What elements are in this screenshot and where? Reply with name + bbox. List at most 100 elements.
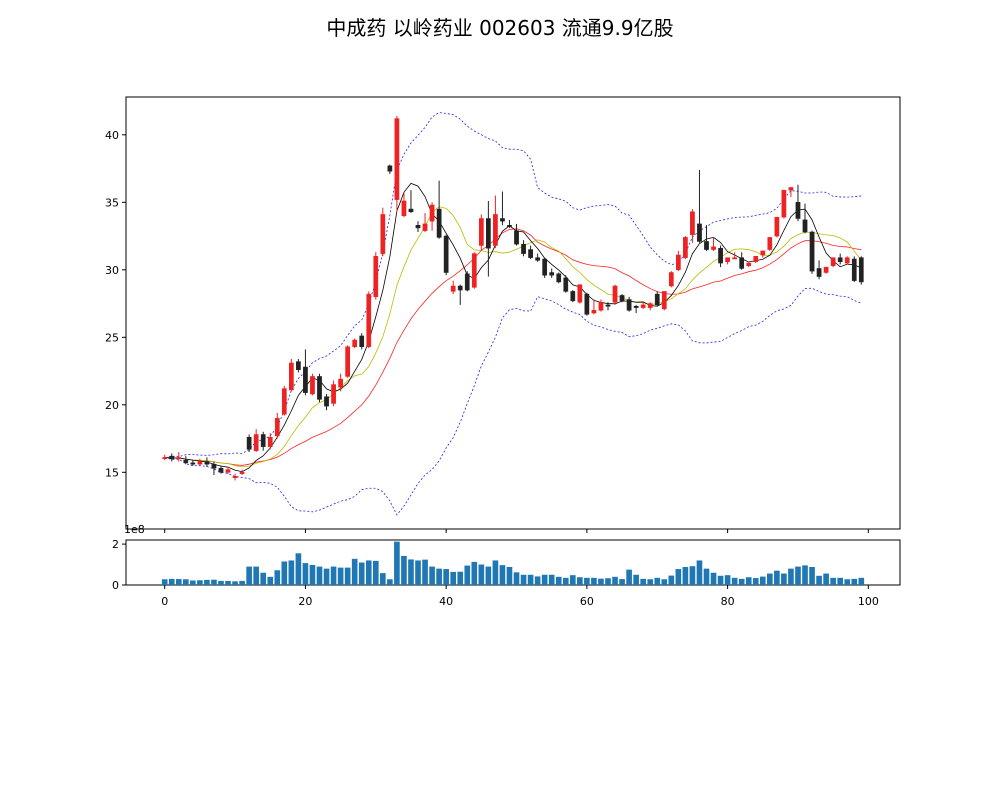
candle-body (809, 231, 815, 272)
price-panel: 15 20 25 30 35 40 (105, 96, 901, 530)
volume-bar (365, 560, 372, 585)
volume-bar (534, 576, 541, 585)
volume-bar (520, 574, 527, 585)
volume-bar (654, 577, 661, 585)
x-tick-label: 100 (858, 595, 879, 608)
volume-bar (738, 578, 745, 585)
volume-bar (612, 576, 618, 585)
volume-tick-label: 0 (112, 579, 119, 592)
candle-body (542, 258, 548, 276)
volume-bar (767, 573, 773, 585)
candle-body (380, 214, 386, 254)
volume-bar (464, 565, 471, 585)
candle-body (338, 378, 343, 388)
price-tick-label: 15 (105, 466, 119, 479)
volume-bar (197, 580, 203, 585)
candle-body (162, 457, 168, 460)
candle-body (204, 461, 210, 465)
volume-bar (415, 560, 421, 585)
candle-body (584, 293, 590, 315)
volume-bar (288, 560, 295, 585)
candle-body (514, 230, 519, 245)
volume-bar (478, 564, 485, 585)
candle-body (591, 310, 597, 314)
volume-bar (527, 574, 534, 585)
candle-body (169, 455, 175, 460)
volume-bar (225, 580, 231, 585)
volume-bar (724, 575, 731, 585)
candle-body (711, 246, 716, 250)
candle-body (331, 384, 336, 404)
volume-bar (640, 578, 646, 585)
volume-bar (161, 579, 168, 585)
candle-body (774, 216, 780, 237)
candle-body (324, 396, 329, 407)
price-tick-label: 25 (105, 331, 119, 344)
volume-bar (204, 579, 210, 585)
candle-body (303, 366, 308, 393)
volume-bar (858, 577, 865, 585)
volume-bar (253, 566, 259, 585)
volume-bar (218, 580, 224, 585)
ma20-line (164, 228, 862, 466)
candle-body (471, 253, 477, 288)
price-tick-label: 35 (105, 196, 119, 209)
volume-bar (408, 559, 414, 585)
volume-bar (668, 575, 675, 585)
candle-body (528, 249, 533, 258)
candle-body (563, 277, 569, 292)
volume-bar (541, 574, 548, 585)
price-plot-frame (125, 96, 901, 530)
volume-bar (752, 578, 759, 585)
chart-title: 中成药 以岭药业 002603 流通9.9亿股 (326, 16, 674, 40)
volume-bar (302, 563, 309, 585)
volume-bar (675, 569, 682, 585)
volume-bar (330, 566, 337, 585)
candle-body (218, 468, 224, 473)
candle-body (436, 208, 442, 238)
candle-body (577, 284, 583, 303)
volume-offset-label: 1e8 (124, 523, 145, 536)
volume-bar (387, 579, 393, 585)
volume-bar (168, 578, 175, 585)
volume-bar (689, 566, 696, 585)
candle-body (401, 200, 407, 217)
volume-bar (281, 561, 288, 585)
volume-bar (851, 578, 858, 585)
volume-bar (605, 578, 611, 585)
volume-bar (372, 560, 379, 585)
x-tick-label: 20 (298, 595, 312, 608)
volume-bar (394, 541, 400, 585)
volume-bar (802, 565, 808, 585)
candle-body (281, 388, 287, 415)
candle-body (802, 219, 808, 233)
candle-body (675, 254, 681, 271)
x-tick-label: 80 (721, 595, 735, 608)
candle-body (310, 376, 315, 395)
volume-panel: 0 2 1e8 (112, 523, 901, 592)
volume-bar (795, 566, 801, 585)
volume-bar (626, 569, 632, 585)
volume-bar (731, 577, 738, 585)
candle-body (570, 291, 576, 302)
candle-body (697, 223, 702, 242)
candle-body (753, 256, 759, 262)
volume-bar (781, 573, 787, 585)
x-axis: 0 20 40 60 80 100 (161, 529, 879, 608)
candle-body (415, 225, 421, 229)
price-tick-label: 40 (105, 129, 119, 142)
candle-body (317, 376, 322, 400)
candle-body (486, 218, 491, 249)
candle-body (788, 187, 794, 191)
volume-bar (816, 575, 822, 585)
candle-body (260, 434, 266, 447)
volume-bar (422, 559, 428, 585)
candle-body (232, 476, 238, 478)
candle-body (851, 258, 857, 281)
volume-bar (260, 572, 267, 585)
volume-bar (246, 566, 252, 585)
candle-body (668, 272, 674, 287)
candle-body (296, 361, 301, 370)
candle-body (858, 257, 864, 283)
volume-bar (788, 568, 794, 585)
